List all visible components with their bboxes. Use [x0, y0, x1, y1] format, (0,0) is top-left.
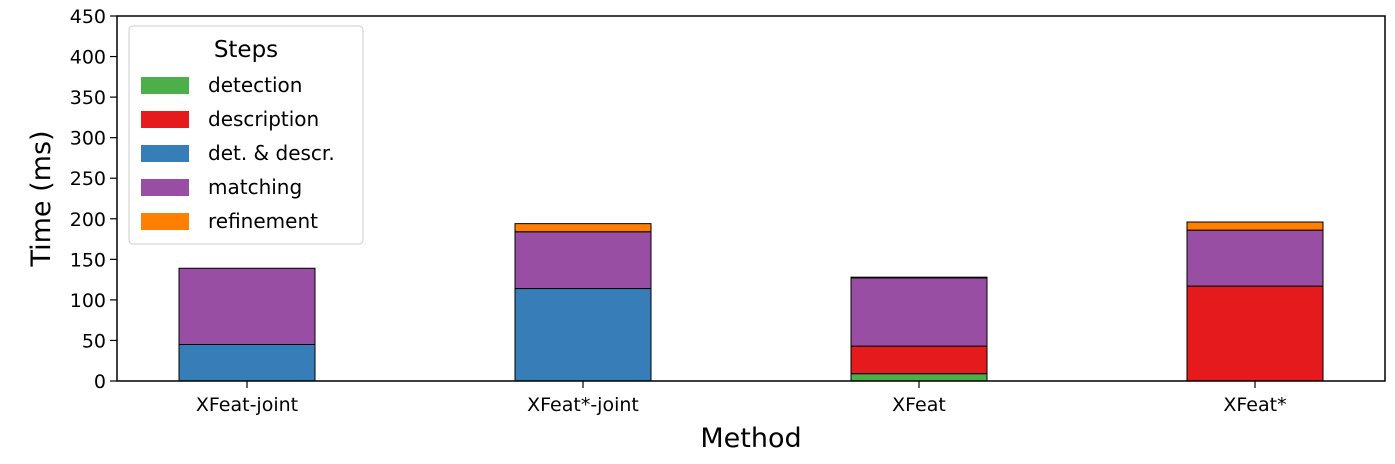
- bar-segment-matching: [514, 231, 652, 290]
- y-tick-label: 350: [70, 87, 106, 109]
- y-axis: 0 50 100 150 200 250 300 350 400 450: [70, 6, 117, 393]
- bar-segment-refinement: [850, 276, 988, 279]
- legend-swatch-matching: [141, 179, 189, 196]
- bars-layer: [178, 221, 1324, 382]
- x-tick-label: XFeat*-joint: [527, 394, 639, 416]
- bar-segment-detection: [850, 373, 988, 382]
- legend-label-detection: detection: [208, 73, 302, 97]
- legend-items: detection description det. & descr. matchin…: [141, 73, 335, 233]
- bar-segment-matching: [1186, 229, 1324, 287]
- y-tick-label: 250: [70, 168, 106, 190]
- y-axis-label: Time (ms): [26, 130, 57, 267]
- bar-segment-det-descr: [178, 344, 316, 382]
- y-tick-label: 0: [94, 371, 106, 393]
- legend-label-det-descr: det. & descr.: [208, 141, 335, 165]
- bar-segment-matching: [850, 277, 988, 347]
- legend-label-refinement: refinement: [208, 209, 318, 233]
- plot-area-frame: [116, 15, 1386, 382]
- x-axis-label: Method: [700, 423, 801, 454]
- legend-title: Steps: [214, 37, 278, 63]
- bar-segment-det-descr: [514, 288, 652, 382]
- y-tick-label: 50: [82, 330, 106, 352]
- bar-segment-description: [850, 345, 988, 375]
- y-tick-label: 450: [70, 6, 106, 28]
- legend-swatch-det-descr: [141, 145, 189, 162]
- y-tick-label: 400: [70, 47, 106, 69]
- y-tick-label: 300: [70, 128, 106, 150]
- y-tick-label: 200: [70, 209, 106, 231]
- legend: Steps detection description det. & descr. m…: [128, 25, 364, 245]
- bar-segment-refinement: [514, 223, 652, 233]
- bar-segment-matching: [178, 267, 316, 345]
- y-tick-label: 150: [70, 249, 106, 271]
- bar-segment-description: [1186, 285, 1324, 382]
- x-tick-label: XFeat: [892, 394, 946, 416]
- legend-label-matching: matching: [208, 175, 302, 199]
- legend-swatch-refinement: [141, 213, 189, 230]
- legend-swatch-description: [141, 111, 189, 128]
- y-tick-label: 100: [70, 290, 106, 312]
- x-tick-label: XFeat-joint: [196, 394, 298, 416]
- legend-swatch-detection: [141, 77, 189, 94]
- legend-label-description: description: [208, 107, 319, 131]
- bar-segment-refinement: [1186, 221, 1324, 231]
- x-tick-label: XFeat*: [1223, 394, 1286, 416]
- x-axis: XFeat-joint XFeat*-joint XFeat XFeat*: [196, 381, 1287, 416]
